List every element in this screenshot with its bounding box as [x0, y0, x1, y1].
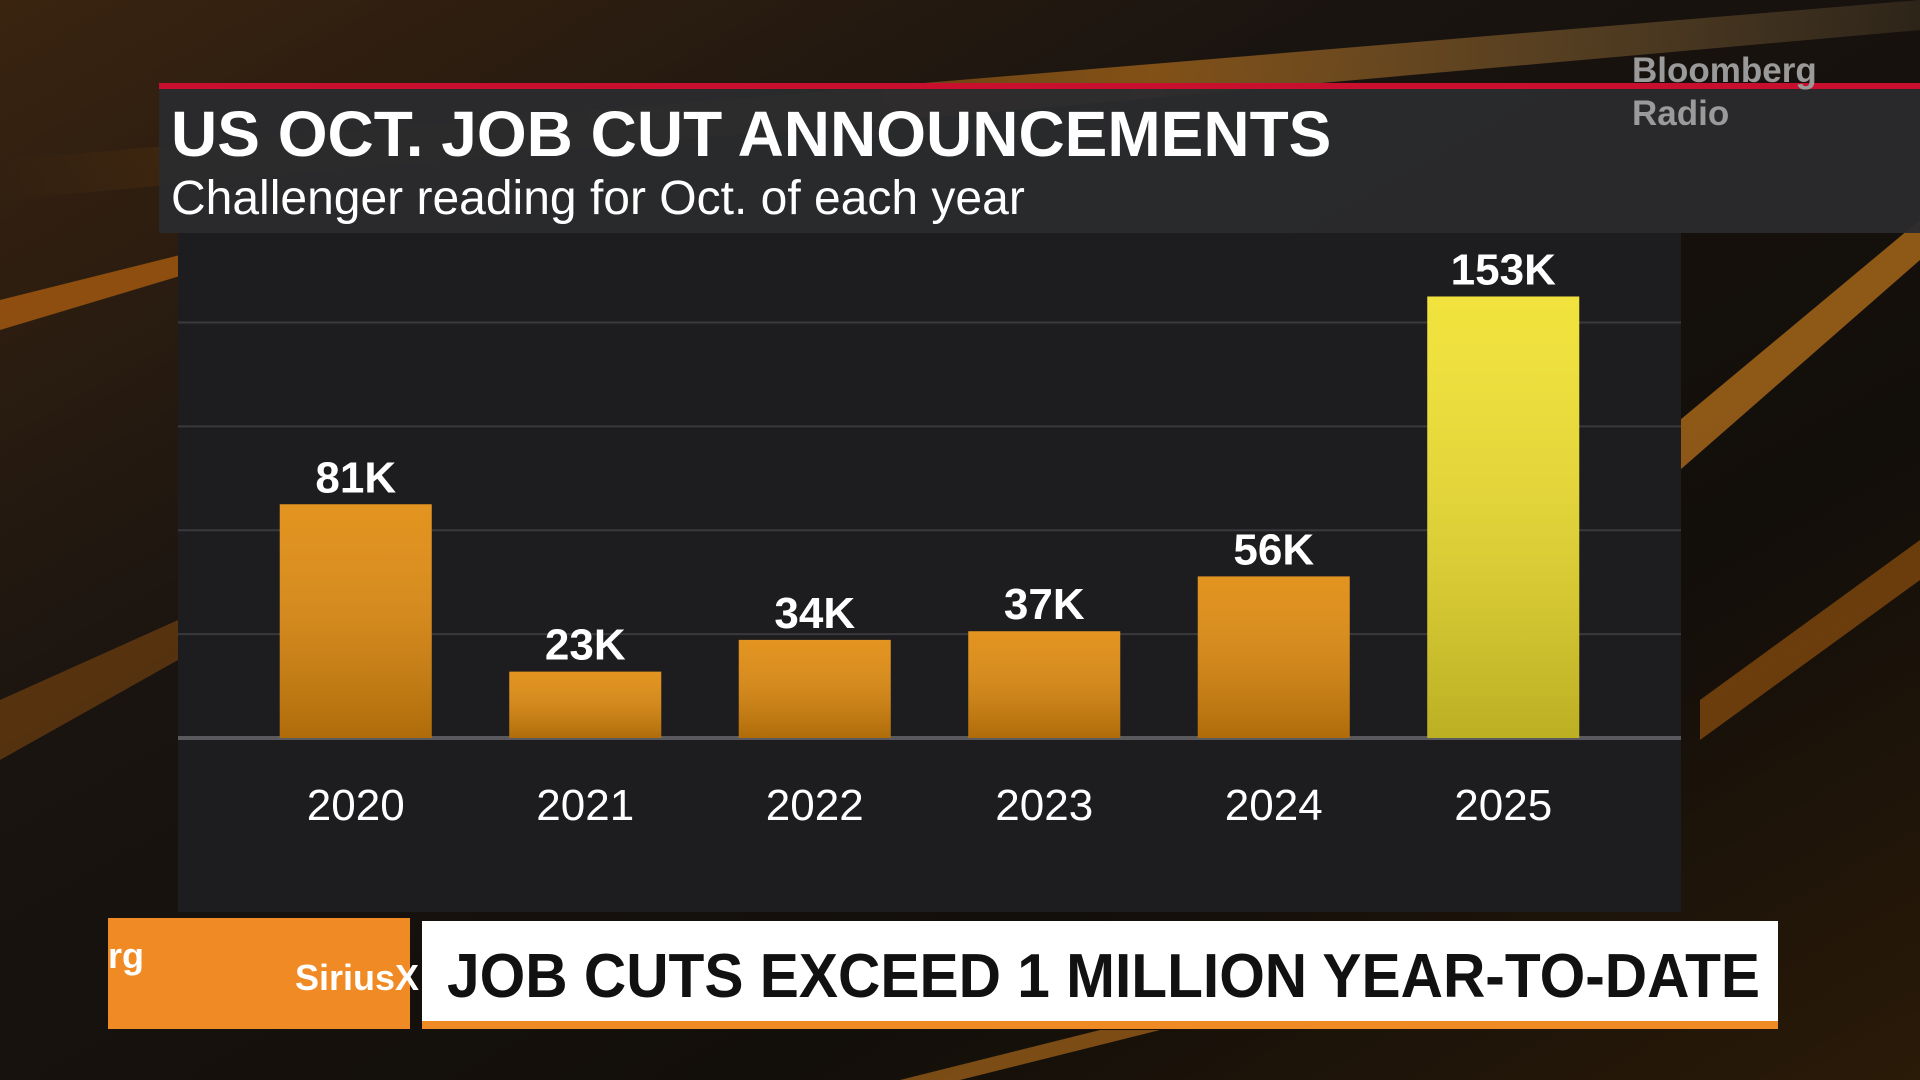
plot: 2020 81K 2021 23K 2022 34K 2023 37K 2024 56K 2025 1…: [178, 245, 1681, 830]
x-tick-label: 2023: [995, 781, 1093, 830]
lower-third: rg SiriusX JOB CUTS EXCEED 1 MILLION YEA…: [108, 918, 1778, 1029]
logo-line: Radio: [1632, 94, 1729, 133]
bar-shade: [279, 504, 432, 738]
partner-logo: SiriusX: [295, 957, 419, 998]
value-label: 34K: [774, 589, 855, 638]
value-label: 23K: [545, 621, 626, 670]
x-tick-label: 2021: [536, 781, 634, 830]
chart-subtitle: Challenger reading for Oct. of each year: [171, 172, 1025, 225]
value-label: 81K: [315, 453, 396, 502]
x-tick-label: 2020: [307, 781, 405, 830]
logo-line: Bloomberg: [1632, 51, 1817, 90]
value-label: 37K: [1004, 580, 1085, 629]
x-tick-label: 2022: [766, 781, 864, 830]
value-label: 56K: [1233, 525, 1314, 574]
bar-shade: [509, 671, 662, 738]
chart-title: US OCT. JOB CUT ANNOUNCEMENTS: [171, 98, 1331, 170]
bar-shade: [738, 639, 891, 738]
bar-shade: [1427, 296, 1580, 738]
x-tick-label: 2025: [1454, 781, 1552, 830]
value-label: 153K: [1451, 245, 1556, 294]
title-bar: US OCT. JOB CUT ANNOUNCEMENTS Challenger…: [159, 51, 1920, 233]
headline: JOB CUTS EXCEED 1 MILLION YEAR-TO-DATE: [447, 942, 1760, 1011]
bar-shade: [1197, 576, 1350, 738]
bar-shade: [968, 631, 1121, 738]
network-fragment: rg: [108, 935, 144, 976]
x-tick-label: 2024: [1225, 781, 1323, 830]
